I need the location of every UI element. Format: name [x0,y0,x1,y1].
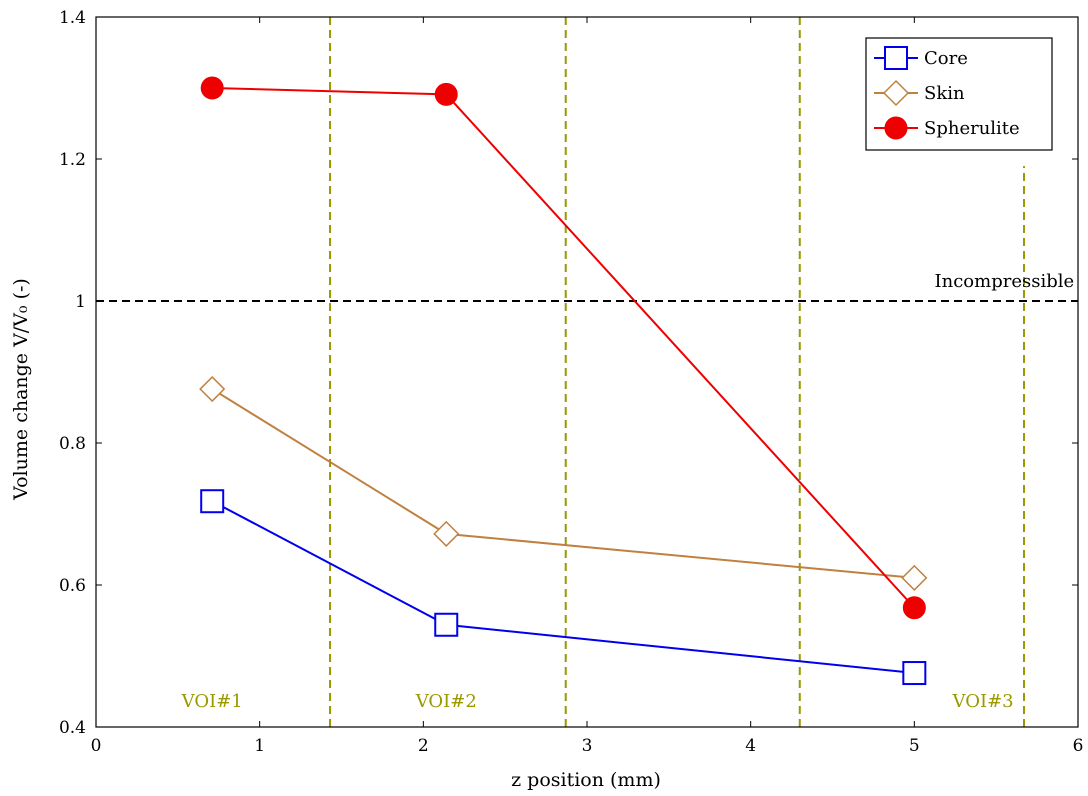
series-line-core [211,500,915,675]
axes-layer: 0 1 2 3 4 5 6 0.4 0.6 0.8 1 1.2 1.4 [59,8,1083,756]
data-point-spherulite-3 [902,596,926,620]
voi-label-3: VOI#3 [952,691,1014,712]
legend-label-core: Core [924,48,968,69]
legend-marker-spherulite [884,116,908,140]
data-point-core-1 [200,489,225,514]
data-point-core-2 [434,612,459,637]
x-tick-label-0: 0 [91,736,102,756]
y-axis-title: Volume change V/V₀ (-) [10,278,32,501]
legend-marker-skin [882,79,910,107]
series-line-skin [211,388,915,579]
legend-marker-core [884,46,908,70]
y-tick-label-2: 0.8 [59,434,86,454]
data-point-spherulite-1 [200,76,224,100]
data-point-skin-2 [433,520,460,547]
x-tick-label-1: 1 [254,736,265,756]
y-tick-label-3: 1 [75,292,86,312]
x-tick-label-6: 6 [1073,736,1084,756]
incompressible-label: Incompressible [935,271,1075,292]
voi-region-layer: VOI#1 VOI#2 VOI#3 [181,17,1025,727]
data-point-core-3 [902,661,927,686]
data-point-skin-1 [199,375,226,403]
y-tick-label-0: 0.4 [59,718,86,738]
legend-label-skin: Skin [924,83,965,104]
series-line-spherulite [212,87,916,609]
voi-label-1: VOI#1 [181,691,243,712]
y-tick-label-5: 1.4 [59,8,86,28]
legend: Core Skin Spherulite [865,37,1053,151]
x-tick-label-5: 5 [909,736,920,756]
x-tick-label-2: 2 [418,736,429,756]
legend-label-spherulite: Spherulite [924,118,1020,139]
series-layer [199,76,928,686]
x-axis-title: z position (mm) [511,769,661,791]
y-tick-label-1: 0.6 [59,576,86,596]
y-tick-label-4: 1.2 [59,150,86,170]
x-tick-label-4: 4 [745,736,756,756]
voi-label-2: VOI#2 [415,691,477,712]
x-tick-label-3: 3 [582,736,593,756]
data-point-spherulite-2 [434,82,458,106]
reference-line-layer: Incompressible [96,271,1078,302]
data-point-skin-3 [901,564,928,591]
